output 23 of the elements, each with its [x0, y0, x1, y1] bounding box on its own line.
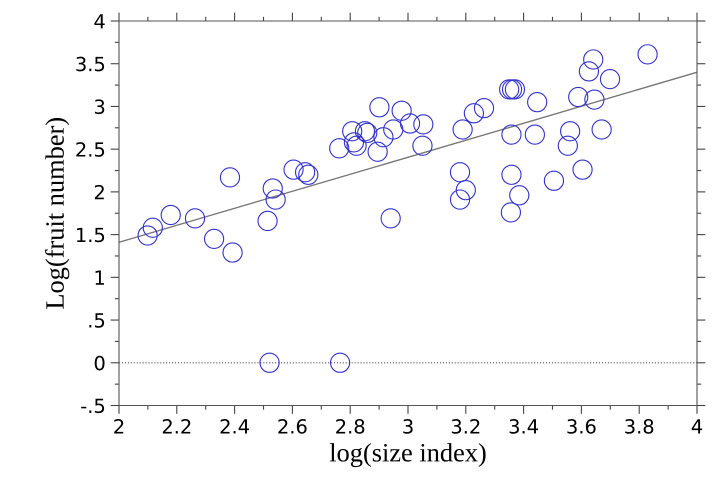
y-tick-label: 2 [94, 184, 104, 200]
x-axis-title: log(size index) [330, 443, 486, 468]
y-tick-label: 1.5 [77, 228, 104, 242]
y-tick-label: -.5 [81, 398, 104, 414]
y-tick-label: 3 [94, 99, 104, 114]
x-tick-label: 2.2 [162, 419, 190, 434]
x-tick-label: 4 [692, 419, 702, 434]
x-tick-label: 3.8 [625, 419, 654, 434]
x-tick-label: 2.4 [220, 419, 249, 434]
x-tick-label: 3.6 [567, 419, 596, 434]
x-tick-label: 3 [403, 419, 413, 434]
y-tick-label: 3.5 [76, 56, 104, 72]
y-tick-label: 2.5 [76, 142, 104, 157]
y-tick-label: 0 [94, 356, 105, 370]
x-tick-label: 2 [114, 419, 124, 434]
x-tick-label: 2.6 [278, 419, 307, 434]
y-tick-label: 1 [96, 270, 104, 285]
y-tick-label: 4 [94, 14, 105, 28]
x-tick-label: 2.8 [336, 419, 364, 434]
y-axis-title: Log(fruit number) [45, 118, 70, 309]
x-tick-label: 3.4 [510, 419, 538, 434]
x-tick-label: 3.2 [452, 419, 480, 434]
y-tick-label: .5 [89, 313, 104, 328]
